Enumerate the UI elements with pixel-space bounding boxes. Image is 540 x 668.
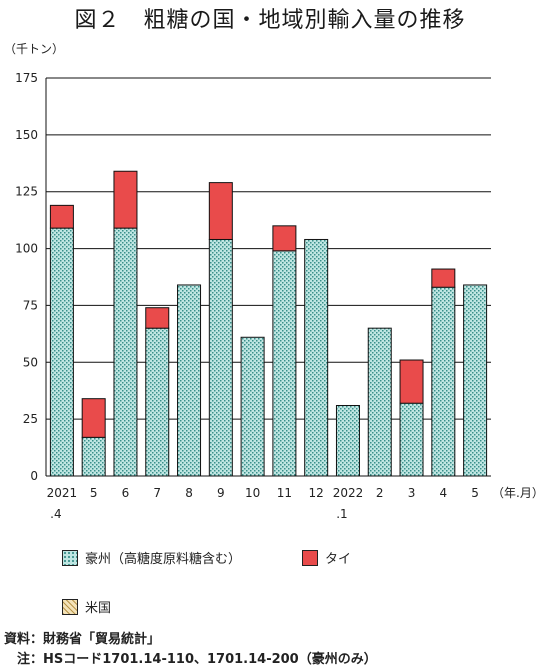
x-tick-label: 2022 <box>333 486 364 500</box>
bar-thailand <box>208 182 233 240</box>
bar-australia <box>399 402 424 477</box>
y-axis-unit-label: （千トン） <box>4 42 65 56</box>
bar-australia <box>367 327 392 477</box>
bar-australia <box>208 238 233 477</box>
x-tick-label: 12 <box>309 486 324 500</box>
y-tick-label: 150 <box>15 128 38 142</box>
legend-swatch-usa <box>62 598 78 615</box>
source-note: 資料：財務省「貿易統計」 <box>4 632 161 647</box>
bar-australia <box>240 336 265 477</box>
bar-thailand <box>145 307 170 329</box>
x-tick-label: 9 <box>217 486 225 500</box>
x-tick-label: 2 <box>376 486 384 500</box>
bar-australia <box>145 327 170 477</box>
bar-thailand <box>431 268 456 288</box>
bar-thailand <box>399 359 424 404</box>
legend-item-thailand: タイ <box>302 548 351 567</box>
legend-swatch-thailand <box>302 549 318 566</box>
x-tick-label: 4 <box>440 486 448 500</box>
y-tick-label: 100 <box>15 242 38 256</box>
legend-label-usa: 米国 <box>85 601 112 616</box>
bar-marks <box>49 170 488 477</box>
legend-label-thailand: タイ <box>325 552 352 567</box>
x-tick-labels: 2021 .4 5 6 7 8 9 10 11 12 2022 .1 2 3 4 5 <box>47 486 479 521</box>
bar-thailand <box>49 204 74 229</box>
legend-swatch-australia <box>62 549 78 566</box>
x-tick-label: 5 <box>90 486 98 500</box>
chart-title: 図２ 粗糖の国・地域別輸入量の推移 <box>74 8 466 33</box>
bar-australia <box>272 250 297 477</box>
y-gridlines <box>46 77 491 420</box>
bar-australia <box>431 286 456 477</box>
bar-australia <box>463 284 488 477</box>
bar-thailand <box>113 170 138 229</box>
y-tick-label: 50 <box>23 355 38 369</box>
bar-australia <box>177 284 202 477</box>
y-tick-label: 0 <box>30 469 38 483</box>
footnote: 注：HSコード1701.14-110、1701.14-200（豪州のみ） <box>4 652 377 667</box>
legend-item-australia: 豪州（高糖度原料糖含む） <box>62 548 241 567</box>
x-tick-label-sub: .4 <box>50 507 61 521</box>
x-axis-label: （年.月） <box>492 486 540 500</box>
bar-australia <box>113 227 138 477</box>
y-tick-label: 75 <box>23 298 38 312</box>
bar-thailand <box>81 398 106 438</box>
legend-label-australia: 豪州（高糖度原料糖含む） <box>85 552 242 567</box>
x-tick-label: 5 <box>471 486 479 500</box>
y-tick-labels: 0 25 50 75 100 125 150 175 <box>15 71 38 483</box>
x-tick-label: 11 <box>277 486 292 500</box>
x-tick-label: 6 <box>122 486 130 500</box>
bar-australia <box>335 404 360 477</box>
bar-australia <box>49 227 74 477</box>
x-tick-label: 8 <box>185 486 193 500</box>
y-tick-label: 25 <box>23 412 38 426</box>
x-tick-label-sub: .1 <box>336 507 347 521</box>
bar-thailand <box>272 225 297 252</box>
bar-australia <box>81 436 106 477</box>
x-tick-label: 7 <box>153 486 161 500</box>
x-tick-label: 3 <box>408 486 416 500</box>
x-tick-label: 2021 <box>47 486 78 500</box>
y-tick-label: 175 <box>15 71 38 85</box>
bar-australia <box>304 238 329 477</box>
x-tick-label: 10 <box>245 486 260 500</box>
y-tick-label: 125 <box>15 185 38 199</box>
axes <box>45 78 491 477</box>
legend-item-usa: 米国 <box>62 597 111 616</box>
